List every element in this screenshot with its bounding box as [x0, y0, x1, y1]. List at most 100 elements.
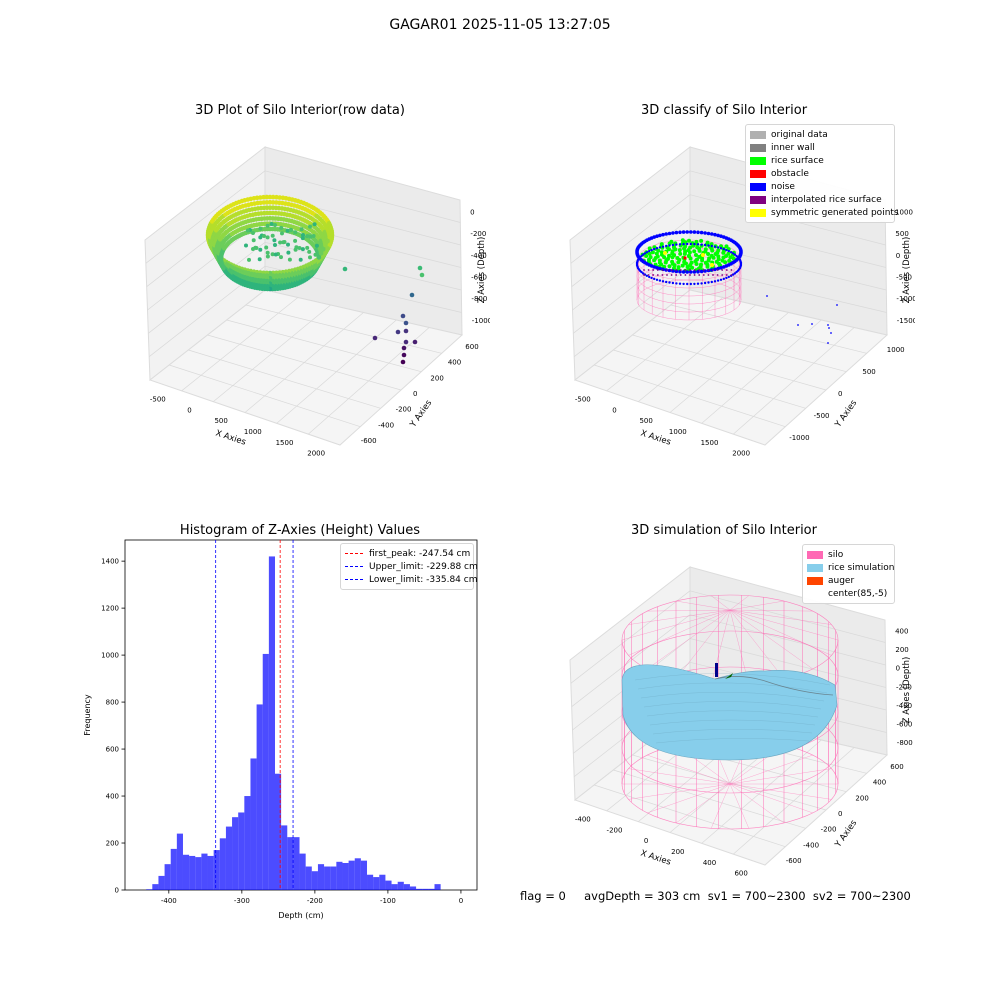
- scatter-point: [313, 252, 318, 257]
- noise-point: [689, 242, 692, 246]
- scatter-point: [280, 231, 284, 236]
- x-tick-label: 0: [459, 897, 463, 905]
- x-tick-label: 0: [612, 406, 616, 414]
- noise-point: [707, 244, 710, 247]
- interpolated-point: [675, 269, 678, 271]
- noise-point: [682, 242, 685, 246]
- scatter-point: [327, 234, 332, 240]
- noise-point: [664, 232, 668, 236]
- panel2-legend-entry: obstacle: [750, 167, 890, 180]
- interpolated-point: [656, 274, 659, 276]
- noise-point: [658, 266, 662, 271]
- x-tick-label: 500: [639, 417, 652, 425]
- silo-floor-wire: [647, 783, 731, 814]
- rice-surface-point: [727, 258, 732, 263]
- interpolated-point: [666, 269, 668, 271]
- z-tick-label: 500: [895, 230, 908, 238]
- noise-point: [827, 324, 829, 326]
- scatter-point: [308, 255, 312, 260]
- noise-point: [696, 230, 700, 235]
- scatter-point: [254, 246, 259, 250]
- noise-point: [797, 324, 799, 326]
- noise-point: [719, 278, 723, 281]
- grid-line: [570, 590, 691, 684]
- rice-surface-point: [684, 261, 688, 266]
- interpolated-point: [716, 269, 719, 271]
- z-tick-label: -400: [471, 252, 487, 260]
- rice-surface-point: [659, 250, 664, 255]
- noise-point: [678, 282, 682, 285]
- noise-point: [675, 282, 678, 285]
- interpolated-point: [689, 274, 691, 276]
- x-tick-label: -400: [161, 897, 177, 905]
- noise-point: [699, 269, 704, 274]
- hist-bar: [311, 871, 318, 890]
- panel2-legend-entry: inner wall: [750, 141, 890, 154]
- hist-bar: [275, 773, 282, 890]
- grid-line: [570, 170, 691, 264]
- hist-bar: [299, 853, 306, 890]
- scatter-point: [293, 247, 298, 252]
- hist-bar: [225, 826, 233, 890]
- noise-point: [685, 230, 689, 234]
- scatter-point: [265, 250, 270, 255]
- hist-bar: [422, 888, 429, 890]
- panel2-legend-entry: rice surface: [750, 154, 890, 167]
- rice-surface-point: [721, 250, 726, 255]
- silo-floor-wire: [647, 754, 731, 785]
- x-tick-label: 0: [644, 837, 648, 845]
- hist-bar: [164, 864, 171, 890]
- x-tick-label: -300: [234, 897, 250, 905]
- panel4-legend-entry: center(85,-5): [807, 587, 890, 600]
- x-tick-label: 400: [703, 859, 716, 867]
- panel4-legend-swatch: [807, 576, 823, 585]
- noise-point: [645, 251, 649, 254]
- panel3-histogram: -400 -300 -200 -100 0 0 200 400 600 800 1000 1200 14…: [83, 539, 478, 920]
- hist-bar: [219, 838, 226, 890]
- noise-point: [713, 280, 717, 283]
- scatter-point: [297, 246, 302, 250]
- x-axis-label: X Axies: [639, 848, 672, 867]
- interpolated-point: [693, 269, 696, 271]
- silo-roof-wire: [729, 609, 839, 641]
- scatter-point: [265, 223, 270, 228]
- hist-bar: [176, 833, 183, 890]
- noise-point: [674, 230, 679, 235]
- panel2-legend-entry: noise: [750, 180, 890, 193]
- scatter-point: [400, 359, 406, 365]
- hist-bar: [317, 864, 325, 890]
- noise-point: [713, 245, 717, 248]
- noise-point: [665, 244, 668, 248]
- noise-point: [693, 282, 696, 286]
- noise-point: [693, 242, 696, 246]
- scatter-point: [301, 233, 305, 237]
- y-axis-label: Y Axies: [833, 398, 860, 430]
- rice-surface-point: [659, 262, 664, 267]
- noise-point: [685, 270, 689, 274]
- y-axis-label: Y Axies: [408, 398, 435, 430]
- surface-mesh-line: [640, 692, 825, 702]
- scatter-point: [262, 234, 266, 238]
- panel3-legend: first_peak: -247.54 cm Upper_limit: -229.…: [340, 543, 478, 590]
- scatter-point: [258, 226, 263, 231]
- noise-point: [703, 281, 707, 285]
- rice-surface-point: [667, 253, 671, 258]
- noise-point: [716, 246, 720, 249]
- noise-point: [703, 231, 707, 235]
- panel2-legend-label: symmetric generated points: [771, 207, 899, 218]
- scatter-point: [318, 251, 324, 256]
- surface-mesh-line: [652, 729, 813, 735]
- scatter-point: [257, 257, 262, 262]
- y-tick-label: 1200: [101, 605, 119, 613]
- surface-mesh-line: [637, 682, 828, 694]
- hist-bar: [434, 884, 441, 890]
- rice-surface-point: [670, 259, 675, 264]
- rice-surface-point: [683, 249, 688, 254]
- interpolated-point: [684, 274, 687, 276]
- rice-surface-point: [694, 253, 698, 257]
- y-tick-label: 800: [106, 699, 119, 707]
- noise-point: [661, 245, 665, 248]
- panel4-legend-label: rice simulation: [828, 562, 895, 573]
- y-axis-label: Y Axies: [833, 818, 860, 850]
